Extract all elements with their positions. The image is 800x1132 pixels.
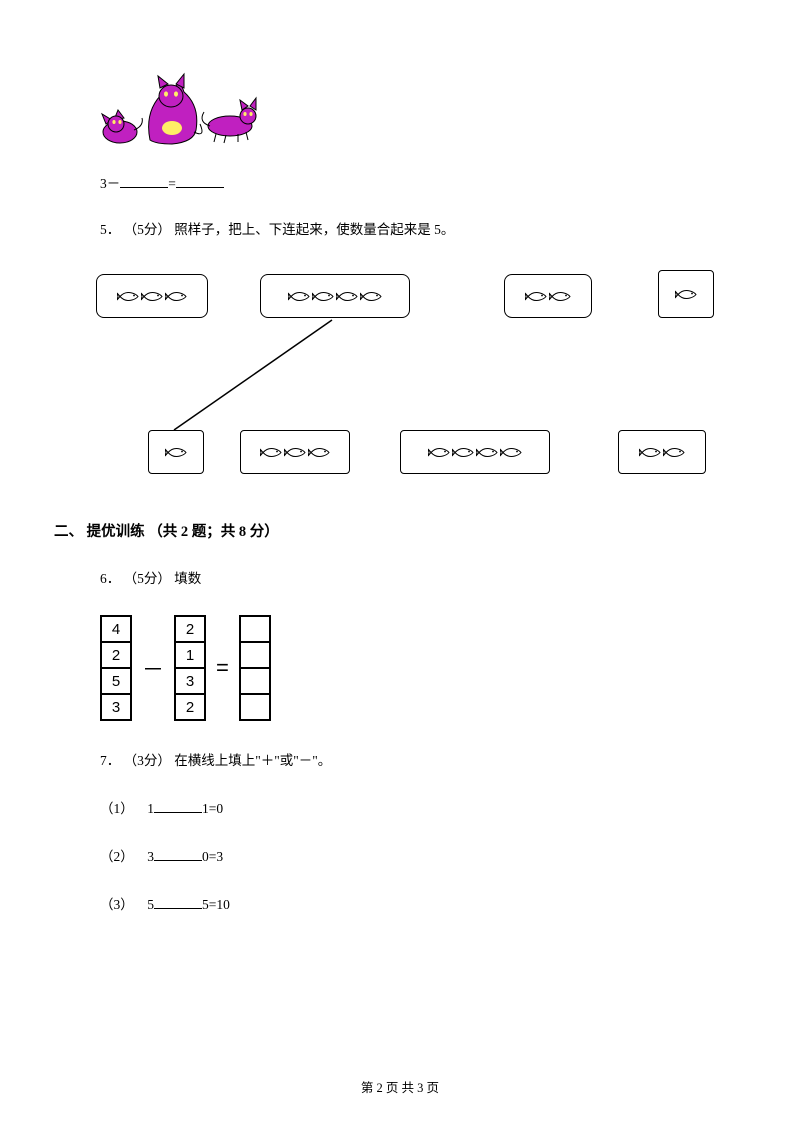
- top-box-0[interactable]: [96, 274, 208, 318]
- q5-points: （5分）: [124, 222, 171, 237]
- q7-sub-3: （3） 5 5=10: [100, 893, 710, 913]
- q7-sub-label-3: （3）: [100, 897, 147, 912]
- minus-sign: －: [142, 652, 164, 684]
- cats-illustration: [100, 70, 710, 154]
- q4-blank-2[interactable]: [176, 174, 224, 188]
- q6-number: 6．: [100, 571, 120, 586]
- q5-number: 5．: [100, 222, 120, 237]
- q7-sub-label-2: （2）: [100, 849, 147, 864]
- q7-sub-2: （2） 3 0=3: [100, 845, 710, 865]
- q4-lhs: 3－: [100, 176, 120, 191]
- top-box-1[interactable]: [260, 274, 410, 318]
- bottom-box-2[interactable]: [400, 430, 550, 474]
- q7-prompt: 7． （3分） 在横线上填上"＋"或"－"。: [100, 749, 710, 769]
- grid-col1-cell-2: 5: [101, 668, 131, 694]
- q5-prompt: 5． （5分） 照样子，把上、下连起来，使数量合起来是 5。: [100, 218, 710, 238]
- fish-icon: [452, 447, 474, 458]
- fish-icon: [141, 291, 163, 302]
- grid-col3-cell-2[interactable]: [240, 668, 270, 694]
- grid-col2-cell-0: 2: [175, 616, 205, 642]
- q4-blank-1[interactable]: [120, 174, 168, 188]
- fish-icon: [428, 447, 450, 458]
- fish-icon: [476, 447, 498, 458]
- q7-sub-b-3: 5=10: [202, 897, 230, 912]
- q4-equation: 3－ =: [100, 172, 710, 192]
- q7-points: （3分）: [124, 753, 171, 768]
- q5-example-line: [174, 320, 332, 430]
- fish-icon: [260, 447, 282, 458]
- grid-col1-cell-3: 3: [101, 694, 131, 720]
- q5-text: 照样子，把上、下连起来，使数量合起来是 5。: [174, 222, 454, 237]
- fish-icon: [165, 447, 187, 458]
- q7-number: 7．: [100, 753, 120, 768]
- fish-icon: [336, 291, 358, 302]
- q4-equals: =: [168, 176, 176, 191]
- top-box-3[interactable]: [658, 270, 714, 318]
- fish-icon: [308, 447, 330, 458]
- page-content: 3－= 5． （5分） 照样子，把上、下连起来，使数量合起来是 5。 二、 提优…: [0, 0, 800, 913]
- q7-sub-1: （1） 1 1=0: [100, 797, 710, 817]
- bottom-box-0[interactable]: [148, 430, 204, 474]
- q7-sub-label-1: （1）: [100, 801, 147, 816]
- page-footer: 第 2 页 共 3 页: [0, 1077, 800, 1096]
- q7-sub-questions: （1） 1 1=0 （2） 3 0=3 （3） 5 5=10: [90, 797, 710, 913]
- grid-col2-cell-2: 3: [175, 668, 205, 694]
- fish-icon: [312, 291, 334, 302]
- q6-points: （5分）: [124, 571, 171, 586]
- q6-text: 填数: [174, 571, 201, 586]
- q5-matching-area[interactable]: [76, 266, 726, 496]
- q7-text: 在横线上填上"＋"或"－"。: [174, 753, 331, 768]
- grid-col2-cell-1: 1: [175, 642, 205, 668]
- q6-col3[interactable]: [239, 615, 271, 721]
- q6-col2: 2132: [174, 615, 206, 721]
- q7-blank-1[interactable]: [154, 799, 202, 813]
- grid-col1-cell-1: 2: [101, 642, 131, 668]
- q7-sub-b-2: 0=3: [202, 849, 223, 864]
- grid-col1-cell-0: 4: [101, 616, 131, 642]
- q7-sub-a-2: 3: [147, 849, 154, 864]
- q7-sub-a-1: 1: [147, 801, 154, 816]
- fish-icon: [500, 447, 522, 458]
- grid-col3-cell-1[interactable]: [240, 642, 270, 668]
- section-2-heading: 二、 提优训练 （共 2 题；共 8 分）: [54, 520, 710, 541]
- q7-blank-2[interactable]: [154, 847, 202, 861]
- fish-icon: [288, 291, 310, 302]
- fish-icon: [639, 447, 661, 458]
- grid-col3-cell-0[interactable]: [240, 616, 270, 642]
- fish-icon: [284, 447, 306, 458]
- grid-col2-cell-3: 2: [175, 694, 205, 720]
- fish-icon: [549, 291, 571, 302]
- top-box-2[interactable]: [504, 274, 592, 318]
- q7-blank-3[interactable]: [154, 895, 202, 909]
- equals-sign: =: [216, 655, 229, 681]
- bottom-box-1[interactable]: [240, 430, 350, 474]
- q7-sub-a-3: 5: [147, 897, 154, 912]
- q6-col1: 4253: [100, 615, 132, 721]
- fish-icon: [165, 291, 187, 302]
- fish-icon: [663, 447, 685, 458]
- grid-col3-cell-3[interactable]: [240, 694, 270, 720]
- q6-prompt: 6． （5分） 填数: [100, 567, 710, 587]
- fish-icon: [675, 289, 697, 300]
- q6-grid-subtraction: 4253 － 2132 =: [100, 615, 710, 721]
- q7-sub-b-1: 1=0: [202, 801, 223, 816]
- bottom-box-3[interactable]: [618, 430, 706, 474]
- fish-icon: [525, 291, 547, 302]
- fish-icon: [360, 291, 382, 302]
- fish-icon: [117, 291, 139, 302]
